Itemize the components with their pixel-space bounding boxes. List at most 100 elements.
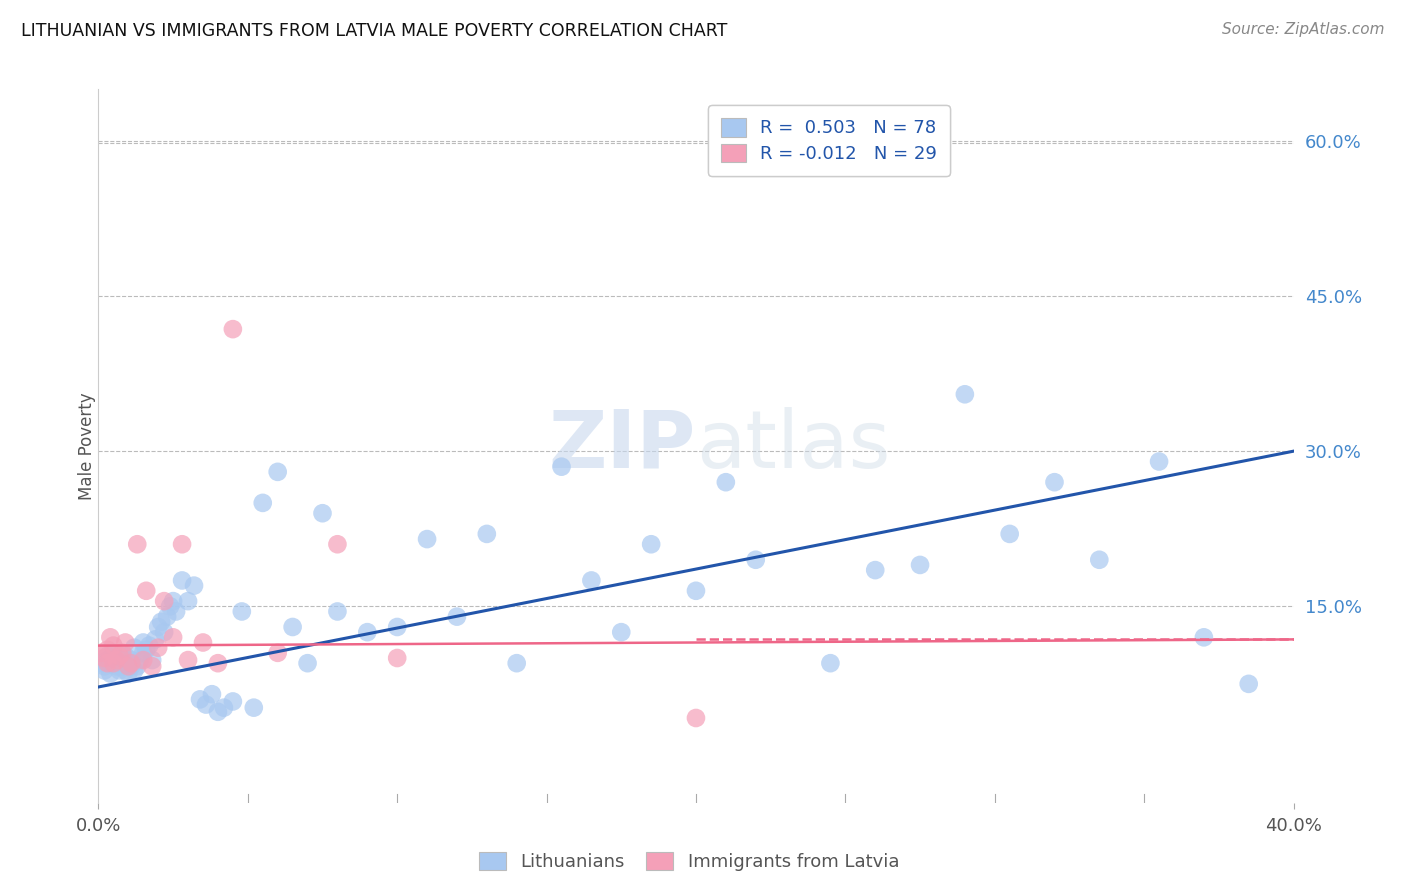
Point: [117, 659, 139, 673]
Point: [416, 532, 439, 546]
Point: [105, 653, 128, 667]
Point: [685, 583, 707, 598]
Point: [162, 594, 184, 608]
Point: [117, 666, 139, 681]
Point: [243, 700, 266, 714]
Point: [143, 632, 166, 647]
Point: [475, 527, 498, 541]
Point: [998, 527, 1021, 541]
Point: [172, 574, 194, 588]
Point: [120, 656, 142, 670]
Point: [195, 698, 218, 712]
Point: [191, 635, 214, 649]
Point: [326, 605, 349, 619]
Point: [111, 646, 134, 660]
Text: Source: ZipAtlas.com: Source: ZipAtlas.com: [1222, 22, 1385, 37]
Point: [188, 692, 211, 706]
Point: [127, 659, 149, 673]
Legend: Lithuanians, Immigrants from Latvia: Lithuanians, Immigrants from Latvia: [471, 845, 907, 879]
Text: atlas: atlas: [696, 407, 890, 485]
Point: [231, 605, 253, 619]
Point: [207, 705, 229, 719]
Point: [114, 635, 136, 649]
Point: [865, 563, 887, 577]
Point: [714, 475, 737, 490]
Point: [132, 646, 155, 660]
Point: [1192, 630, 1215, 644]
Point: [100, 630, 122, 644]
Point: [326, 537, 349, 551]
Point: [165, 605, 187, 619]
Point: [267, 646, 290, 660]
Point: [127, 537, 149, 551]
Point: [159, 599, 181, 614]
Point: [111, 653, 134, 667]
Point: [150, 615, 173, 629]
Point: [212, 700, 235, 714]
Point: [201, 687, 224, 701]
Point: [96, 656, 118, 670]
Text: ZIP: ZIP: [548, 407, 696, 485]
Point: [117, 656, 139, 670]
Point: [100, 656, 122, 670]
Point: [124, 664, 146, 678]
Point: [1237, 677, 1260, 691]
Point: [90, 656, 112, 670]
Point: [120, 653, 142, 667]
Point: [103, 639, 125, 653]
Point: [103, 646, 125, 660]
Point: [108, 656, 131, 670]
Point: [222, 322, 245, 336]
Point: [297, 656, 319, 670]
Text: LITHUANIAN VS IMMIGRANTS FROM LATVIA MALE POVERTY CORRELATION CHART: LITHUANIAN VS IMMIGRANTS FROM LATVIA MAL…: [21, 22, 727, 40]
Point: [267, 465, 290, 479]
Point: [222, 694, 245, 708]
Point: [100, 666, 122, 681]
Point: [132, 653, 155, 667]
Point: [124, 640, 146, 655]
Point: [114, 664, 136, 678]
Point: [356, 625, 378, 640]
Point: [90, 646, 112, 660]
Point: [105, 653, 128, 667]
Point: [141, 653, 163, 667]
Legend: R =  0.503   N = 78, R = -0.012   N = 29: R = 0.503 N = 78, R = -0.012 N = 29: [709, 105, 950, 176]
Point: [506, 656, 529, 670]
Point: [1043, 475, 1066, 490]
Point: [93, 651, 115, 665]
Point: [120, 659, 142, 673]
Point: [745, 553, 768, 567]
Point: [172, 537, 194, 551]
Point: [129, 653, 152, 667]
Point: [108, 648, 131, 663]
Point: [135, 642, 157, 657]
Point: [685, 711, 707, 725]
Point: [153, 625, 176, 640]
Point: [96, 642, 118, 657]
Point: [550, 459, 572, 474]
Point: [1147, 454, 1170, 468]
Point: [114, 648, 136, 663]
Point: [385, 651, 409, 665]
Point: [153, 594, 176, 608]
Point: [820, 656, 842, 670]
Point: [141, 659, 163, 673]
Point: [640, 537, 662, 551]
Point: [446, 609, 468, 624]
Point: [108, 664, 131, 678]
Point: [148, 620, 170, 634]
Point: [132, 635, 155, 649]
Point: [135, 583, 157, 598]
Point: [953, 387, 976, 401]
Point: [96, 653, 118, 667]
Point: [252, 496, 274, 510]
Point: [93, 659, 115, 673]
Point: [177, 594, 200, 608]
Point: [93, 664, 115, 678]
Point: [1088, 553, 1111, 567]
Point: [96, 648, 118, 663]
Point: [138, 639, 160, 653]
Point: [103, 651, 125, 665]
Point: [908, 558, 931, 572]
Point: [156, 609, 179, 624]
